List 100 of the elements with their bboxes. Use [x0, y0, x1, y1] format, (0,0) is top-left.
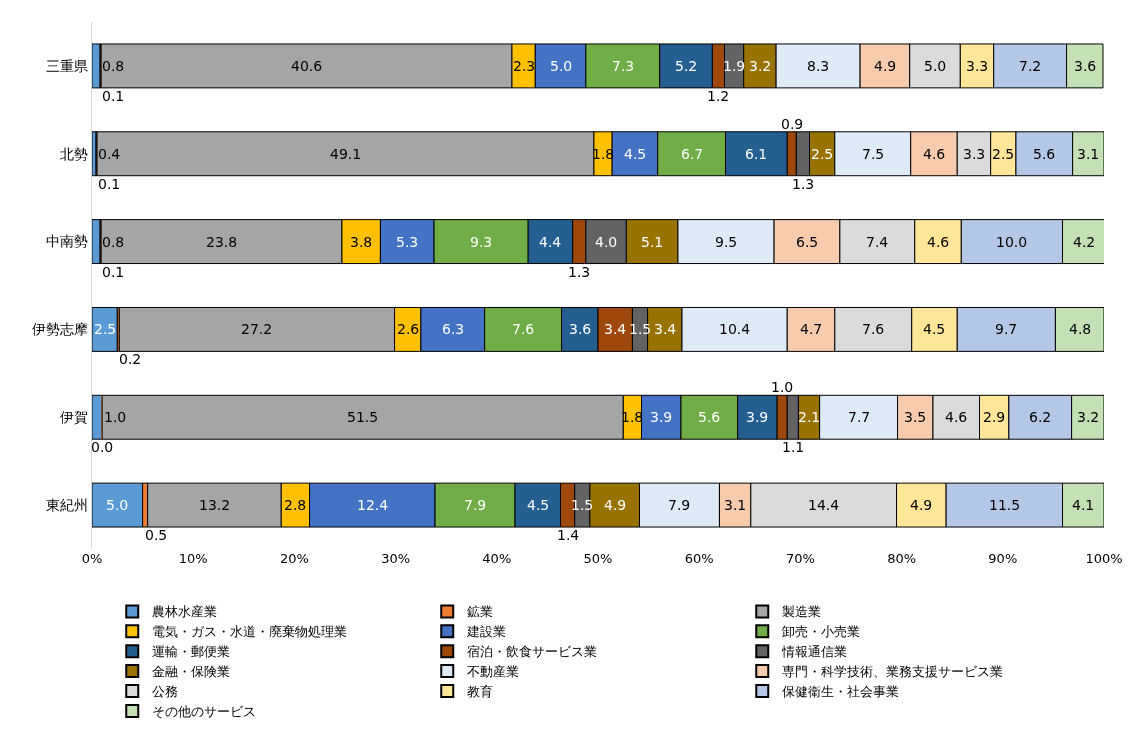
data-label: 4.7 — [800, 321, 823, 337]
x-tick-label: 60% — [684, 551, 714, 566]
data-label: 4.4 — [539, 234, 562, 250]
data-label: 7.9 — [668, 497, 691, 513]
legend-label: 鉱業 — [467, 604, 494, 620]
data-label: 9.7 — [995, 321, 1018, 337]
data-label: 3.6 — [1074, 58, 1097, 74]
data-label: 3.1 — [724, 497, 747, 513]
data-label: 3.1 — [1077, 146, 1100, 162]
data-label: 4.9 — [604, 497, 627, 513]
data-label: 5.1 — [641, 234, 664, 250]
x-tick-label: 10% — [178, 551, 208, 566]
legend-label: 不動産業 — [467, 664, 520, 680]
data-label: 5.0 — [550, 58, 573, 74]
data-label: 2.6 — [397, 321, 420, 337]
legend-label: その他のサービス — [152, 703, 257, 719]
data-label: 11.5 — [989, 497, 1021, 513]
y-tick-label: 東紀州 — [46, 496, 89, 513]
x-tick-label: 0% — [81, 551, 103, 566]
data-label: 12.4 — [357, 497, 389, 513]
data-label: 7.5 — [862, 146, 885, 162]
data-label: 0.5 — [145, 527, 168, 543]
data-label: 7.2 — [1019, 58, 1042, 74]
legend-label: 教育 — [467, 684, 494, 700]
y-tick-label: 中南勢 — [46, 233, 89, 250]
y-tick-label: 伊勢志摩 — [32, 321, 89, 338]
data-label: 0.1 — [98, 176, 121, 192]
legend-label: 公務 — [152, 684, 179, 700]
legend-label: 保健衛生・社会事業 — [782, 684, 900, 700]
data-label: 6.3 — [442, 321, 465, 337]
data-label: 1.4 — [557, 527, 580, 543]
legend-label: 卸売・小売業 — [782, 624, 861, 640]
data-label: 7.7 — [848, 409, 871, 425]
data-label: 1.3 — [568, 264, 591, 280]
data-label: 5.6 — [698, 409, 721, 425]
data-label: 7.6 — [862, 321, 885, 337]
data-label: 4.9 — [874, 58, 897, 74]
data-label: 4.0 — [595, 234, 618, 250]
x-tick-label: 70% — [785, 551, 815, 566]
data-label: 0.2 — [119, 351, 142, 367]
data-label: 10.0 — [996, 234, 1028, 250]
x-tick-label: 40% — [482, 551, 512, 566]
data-label: 1.1 — [782, 439, 805, 455]
data-label: 2.9 — [983, 409, 1006, 425]
data-label: 7.9 — [464, 497, 487, 513]
data-label: 13.2 — [199, 497, 231, 513]
x-tick-label: 50% — [583, 551, 613, 566]
data-label: 3.3 — [966, 58, 989, 74]
data-label: 2.5 — [992, 146, 1015, 162]
data-label: 9.3 — [470, 234, 493, 250]
data-label: 4.8 — [1069, 321, 1092, 337]
data-label: 4.9 — [910, 497, 933, 513]
data-label: 0.4 — [98, 146, 121, 162]
x-tick-label: 90% — [988, 551, 1018, 566]
data-label: 0.1 — [102, 264, 125, 280]
data-label: 0.9 — [781, 116, 804, 132]
data-label: 27.2 — [241, 321, 273, 337]
data-label: 4.2 — [1073, 234, 1096, 250]
legend-label: 宿泊・飲食サービス業 — [467, 644, 598, 660]
data-label: 0.0 — [91, 439, 114, 455]
legend-label: 金融・保険業 — [152, 664, 231, 680]
data-label: 49.1 — [330, 146, 362, 162]
legend-label: 運輸・郵便業 — [152, 644, 231, 660]
data-label: 2.5 — [811, 146, 834, 162]
data-label: 7.6 — [512, 321, 535, 337]
data-label: 5.6 — [1033, 146, 1056, 162]
data-label: 7.3 — [612, 58, 635, 74]
data-label: 14.4 — [808, 497, 840, 513]
data-label: 2.5 — [94, 321, 117, 337]
data-label: 3.4 — [604, 321, 627, 337]
data-label: 6.2 — [1029, 409, 1052, 425]
data-label: 3.5 — [904, 409, 927, 425]
data-label: 5.3 — [396, 234, 419, 250]
data-label: 4.5 — [624, 146, 647, 162]
legend-label: 電気・ガス・水道・廃棄物処理業 — [152, 624, 348, 640]
legend-label: 専門・科学技術、業務支援サービス業 — [782, 664, 1004, 680]
data-label: 4.1 — [1072, 497, 1095, 513]
data-label: 3.4 — [654, 321, 677, 337]
x-tick-label: 20% — [279, 551, 309, 566]
legend-label: 製造業 — [782, 604, 822, 620]
legend-label: 情報通信業 — [781, 644, 848, 660]
data-label: 1.3 — [792, 176, 815, 192]
data-label: 5.0 — [106, 497, 129, 513]
data-label: 4.6 — [945, 409, 968, 425]
x-tick-label: 80% — [887, 551, 917, 566]
data-label: 0.1 — [102, 88, 125, 104]
data-label: 8.3 — [807, 58, 830, 74]
data-label: 5.0 — [924, 58, 947, 74]
data-label: 23.8 — [206, 234, 238, 250]
data-label: 1.2 — [707, 88, 730, 104]
data-label: 2.1 — [798, 409, 821, 425]
data-label: 4.5 — [527, 497, 550, 513]
data-label: 3.3 — [963, 146, 986, 162]
data-label: 3.6 — [569, 321, 592, 337]
data-label: 9.5 — [715, 234, 738, 250]
data-label: 10.4 — [719, 321, 751, 337]
data-label: 51.5 — [347, 409, 379, 425]
data-label: 6.7 — [681, 146, 704, 162]
data-label: 6.1 — [745, 146, 768, 162]
data-label: 40.6 — [291, 58, 323, 74]
